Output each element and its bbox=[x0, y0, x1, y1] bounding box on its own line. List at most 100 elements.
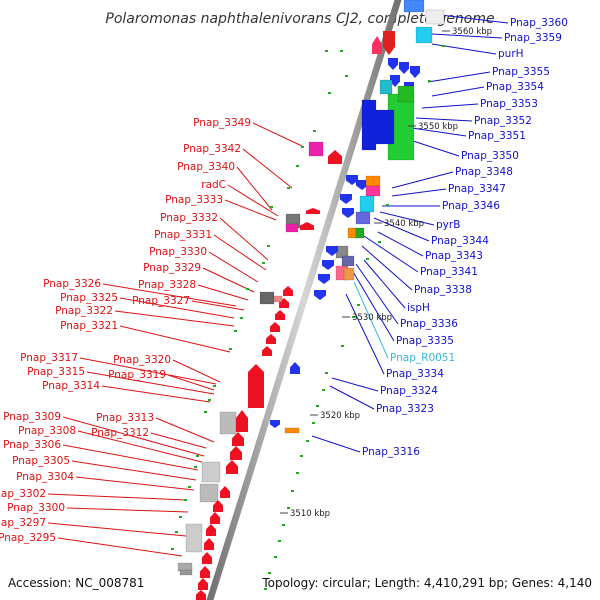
gene-label-right: Pnap_3316 bbox=[362, 446, 420, 458]
gene-feature bbox=[340, 194, 352, 204]
scale-tick-mark bbox=[267, 245, 270, 247]
gene-label-left: Pnap_3309 bbox=[3, 411, 61, 423]
scale-tick-mark bbox=[325, 372, 328, 374]
gene-label-right: Pnap_3343 bbox=[425, 250, 483, 262]
gene-feature bbox=[179, 569, 193, 576]
connector-line bbox=[363, 235, 419, 273]
gene-feature bbox=[397, 85, 415, 103]
connector-line bbox=[114, 310, 235, 327]
connector-line bbox=[421, 103, 479, 109]
scale-label: 3510 kbp bbox=[290, 509, 330, 519]
gene-feature bbox=[266, 334, 276, 344]
gene-label-right: Pnap_3355 bbox=[492, 66, 550, 78]
scale-tick-mark bbox=[306, 440, 309, 442]
connector-line bbox=[236, 166, 273, 211]
gene-feature bbox=[210, 512, 220, 524]
gene-feature bbox=[199, 483, 219, 503]
connector-line bbox=[191, 300, 245, 311]
connector-line bbox=[391, 171, 454, 189]
gene-label-right: Pnap_3347 bbox=[448, 183, 506, 195]
gene-label-right: Pnap_3352 bbox=[474, 115, 532, 127]
gene-label-right: Pnap_3338 bbox=[414, 284, 472, 296]
gene-label-left: Pnap_3300 bbox=[7, 502, 65, 514]
gene-feature bbox=[355, 227, 365, 239]
scale-tick-mark bbox=[264, 588, 267, 590]
gene-label-left: Pnap_3321 bbox=[60, 320, 118, 332]
scale-tick-mark bbox=[345, 75, 348, 77]
connector-line bbox=[329, 385, 375, 410]
scale-tick-mark bbox=[300, 455, 303, 457]
gene-feature bbox=[232, 432, 244, 446]
scale-tick-mark bbox=[184, 499, 187, 501]
gene-label-left: Pnap_3304 bbox=[16, 471, 74, 483]
gene-feature bbox=[213, 500, 223, 512]
connector-line bbox=[409, 139, 460, 157]
gene-features bbox=[177, 0, 445, 600]
scale-tick-mark bbox=[270, 206, 273, 208]
scale-label: 3560 kbp bbox=[452, 27, 492, 37]
gene-label-right: Pnap_3323 bbox=[376, 403, 434, 415]
connector-line bbox=[66, 507, 189, 513]
connector-line bbox=[227, 184, 279, 217]
scale-tick-mark bbox=[229, 348, 232, 350]
accession-text: Accession: NC_008781 bbox=[8, 576, 144, 590]
connector-line bbox=[391, 188, 447, 197]
connector-line bbox=[155, 417, 215, 443]
gene-feature bbox=[343, 267, 355, 281]
scale-label: 3550 kbp bbox=[418, 122, 458, 132]
gene-label-left: Pnap_3302 bbox=[0, 488, 46, 500]
connector-line bbox=[345, 293, 385, 375]
gene-feature bbox=[185, 523, 203, 553]
gene-label-right: Pnap_R0051 bbox=[390, 352, 455, 364]
scale-tick-mark bbox=[204, 411, 207, 413]
gene-feature bbox=[347, 227, 357, 239]
gene-feature bbox=[355, 211, 371, 225]
connector-line bbox=[431, 13, 509, 24]
gene-feature bbox=[285, 223, 299, 233]
gene-label-left: Pnap_3328 bbox=[138, 279, 196, 291]
gene-feature bbox=[314, 290, 326, 300]
scale-tick-mark bbox=[296, 472, 299, 474]
scale-tick-mark bbox=[268, 572, 271, 574]
scale-tick-mark bbox=[274, 556, 277, 558]
connector-line bbox=[213, 234, 267, 271]
gene-feature bbox=[270, 420, 280, 428]
connector-line bbox=[77, 430, 203, 463]
scale-label: 3520 kbp bbox=[320, 411, 360, 421]
gene-label-left: Pnap_3330 bbox=[149, 246, 207, 258]
gene-label-left: Pnap_3325 bbox=[60, 292, 118, 304]
scale-tick-mark bbox=[301, 146, 304, 148]
gene-feature bbox=[262, 346, 272, 356]
connector-line bbox=[101, 385, 211, 403]
gene-feature bbox=[273, 295, 283, 303]
scale-tick-mark bbox=[291, 490, 294, 492]
backbone-track bbox=[206, 0, 402, 600]
gene-label-right: Pnap_3348 bbox=[455, 166, 513, 178]
gene-feature bbox=[318, 274, 330, 284]
connector-line bbox=[373, 217, 430, 242]
gene-label-right: Pnap_3335 bbox=[396, 335, 454, 347]
connector-line bbox=[351, 269, 395, 342]
gene-label-right: Pnap_3341 bbox=[420, 266, 478, 278]
gene-feature bbox=[198, 578, 208, 590]
connector-line bbox=[379, 211, 435, 226]
label-connector-lines bbox=[47, 13, 509, 557]
connector-line bbox=[47, 522, 187, 537]
gene-feature bbox=[230, 446, 242, 460]
gene-feature bbox=[359, 195, 375, 213]
scale-tick-mark bbox=[179, 516, 182, 518]
scale-tick-mark bbox=[282, 524, 285, 526]
gene-feature bbox=[342, 208, 354, 218]
gene-feature bbox=[206, 524, 216, 536]
gene-feature bbox=[341, 255, 355, 267]
scale-labels: 3560 kbp 3550 kbp 3540 kbp 3530 kbp 3520 kbp… bbox=[280, 27, 492, 519]
gene-feature bbox=[290, 362, 300, 374]
gene-label-left: Pnap_3317 bbox=[20, 352, 78, 364]
gene-feature bbox=[410, 66, 420, 78]
scale-tick-mark bbox=[246, 288, 249, 290]
scale-tick-mark bbox=[262, 262, 265, 264]
gene-label-left: radC bbox=[201, 179, 226, 191]
gene-label-left: Pnap_3320 bbox=[113, 354, 171, 366]
gene-feature bbox=[373, 109, 395, 145]
connector-line bbox=[208, 251, 259, 283]
